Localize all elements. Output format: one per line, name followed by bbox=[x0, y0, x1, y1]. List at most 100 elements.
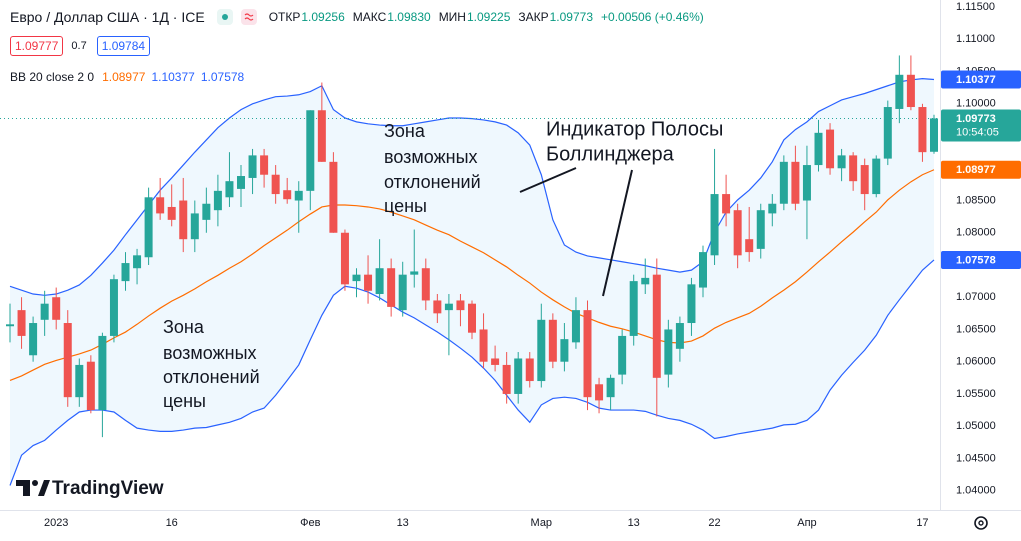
candle-body bbox=[433, 300, 442, 314]
price-badge-label: 1.07578 bbox=[956, 254, 996, 266]
price-badge-label: 1.10377 bbox=[956, 74, 996, 86]
candle-body bbox=[52, 297, 61, 320]
candle-body bbox=[190, 213, 199, 240]
candle-body bbox=[595, 384, 604, 401]
candle-body bbox=[571, 310, 580, 343]
gear[interactable] bbox=[974, 516, 988, 530]
symbol-title[interactable]: Евро / Доллар США · 1Д · ICE bbox=[10, 9, 205, 25]
data-problem-icon[interactable] bbox=[240, 9, 257, 25]
annotation-text: отклонений bbox=[384, 172, 481, 192]
countdown: 10:54:05 bbox=[956, 126, 999, 138]
candle-body bbox=[248, 155, 257, 178]
candle-body bbox=[872, 158, 881, 195]
candle-body bbox=[664, 329, 673, 375]
candle-body bbox=[849, 155, 858, 182]
logo-mark bbox=[32, 480, 38, 486]
annotation-text: Зона bbox=[384, 121, 426, 141]
price-badge-label: 1.09773 bbox=[956, 113, 996, 125]
x-tick-label: 17 bbox=[916, 517, 928, 529]
y-tick-label: 1.07000 bbox=[956, 291, 996, 303]
y-tick-label: 1.05500 bbox=[956, 388, 996, 400]
candle-body bbox=[410, 271, 419, 275]
candle-body bbox=[618, 335, 627, 375]
x-tick-label: 13 bbox=[397, 517, 409, 529]
candle-body bbox=[525, 358, 534, 382]
sell-button[interactable]: 1.09777 bbox=[10, 36, 64, 56]
symbol-legend: Евро / Доллар США · 1Д · ICE ОТКР 1.09256… bbox=[10, 9, 704, 25]
candle-body bbox=[722, 194, 731, 214]
candle-body bbox=[537, 319, 546, 382]
candle-body bbox=[421, 268, 430, 301]
y-tick-label: 1.04500 bbox=[956, 452, 996, 464]
candle-body bbox=[133, 255, 142, 269]
y-tick-label: 1.08500 bbox=[956, 194, 996, 206]
indicator-title[interactable]: BB 20 close 2 0 bbox=[10, 70, 95, 84]
candle-body bbox=[294, 190, 303, 201]
price-badge bbox=[941, 250, 1021, 269]
change: +0.00506 (+0.46%) bbox=[601, 10, 704, 24]
annotation-text: возможных bbox=[384, 147, 478, 167]
candle-body bbox=[144, 197, 153, 258]
candle-body bbox=[317, 110, 326, 162]
settings-icon[interactable] bbox=[974, 516, 988, 530]
logo: TradingView bbox=[16, 478, 164, 499]
candle-body bbox=[606, 377, 615, 398]
candle-body bbox=[179, 200, 188, 240]
candle-body bbox=[29, 323, 38, 356]
candle-body bbox=[895, 74, 904, 109]
price-badge bbox=[941, 160, 1021, 179]
candle-body bbox=[387, 268, 396, 307]
candle-body bbox=[791, 161, 800, 204]
candle-body bbox=[283, 190, 292, 200]
ohlc-value: 1.09773 bbox=[549, 10, 594, 24]
logo-mark bbox=[38, 480, 50, 496]
annotation-text: Индикатор Полосы bbox=[546, 118, 723, 140]
candle-body bbox=[40, 303, 49, 320]
price-badge bbox=[941, 70, 1021, 89]
candle-body bbox=[479, 329, 488, 362]
indicator-value: 1.10377 bbox=[151, 70, 195, 84]
ohlc-label: МАКС bbox=[352, 10, 387, 24]
y-tick-label: 1.06500 bbox=[956, 323, 996, 335]
ohlc-value: 1.09256 bbox=[301, 10, 345, 24]
candle-body bbox=[514, 358, 523, 394]
candle-body bbox=[202, 203, 211, 220]
candle-body bbox=[17, 310, 26, 336]
price-badge-label: 1.08977 bbox=[956, 164, 996, 176]
candle-body bbox=[271, 174, 280, 195]
candle-body bbox=[109, 279, 118, 336]
logo-text: TradingView bbox=[52, 478, 164, 499]
candle-body bbox=[167, 206, 176, 220]
candle-body bbox=[826, 129, 835, 169]
candle-body bbox=[699, 252, 707, 288]
candle-body bbox=[687, 284, 696, 324]
y-tick-label: 1.11000 bbox=[956, 33, 995, 45]
x-tick-label: 22 bbox=[708, 517, 720, 529]
candle-body bbox=[502, 364, 511, 394]
x-tick-label: 13 bbox=[628, 517, 640, 529]
market-status-icon[interactable] bbox=[216, 9, 233, 25]
candle-body bbox=[583, 310, 592, 398]
ohlc-label: ОТКР bbox=[268, 10, 301, 24]
buy-button[interactable]: 1.09784 bbox=[96, 36, 151, 56]
x-tick-label: 2023 bbox=[44, 517, 68, 529]
candle-body bbox=[710, 194, 719, 256]
wave-icon bbox=[244, 13, 254, 21]
band-line bbox=[9, 259, 935, 486]
gear-hole[interactable] bbox=[978, 520, 984, 526]
indicator-legend: BB 20 close 2 0 1.08977 1.10377 1.07578 bbox=[10, 70, 244, 84]
candle-body bbox=[930, 118, 938, 152]
candle-body bbox=[906, 74, 915, 108]
candle-body bbox=[340, 232, 349, 285]
y-tick-label: 1.05000 bbox=[956, 420, 996, 432]
trade-buttons: 1.09777 0.7 1.09784 bbox=[10, 36, 151, 56]
ohlc-label: ЗАКР bbox=[518, 10, 549, 24]
candle-body bbox=[225, 181, 234, 198]
annotation-arrow bbox=[519, 167, 577, 193]
candle-body bbox=[860, 165, 869, 195]
candle-body bbox=[456, 300, 465, 311]
y-tick-label: 1.04000 bbox=[956, 485, 996, 497]
ohlc-label: МИН bbox=[438, 10, 466, 24]
candle-body bbox=[779, 161, 788, 204]
